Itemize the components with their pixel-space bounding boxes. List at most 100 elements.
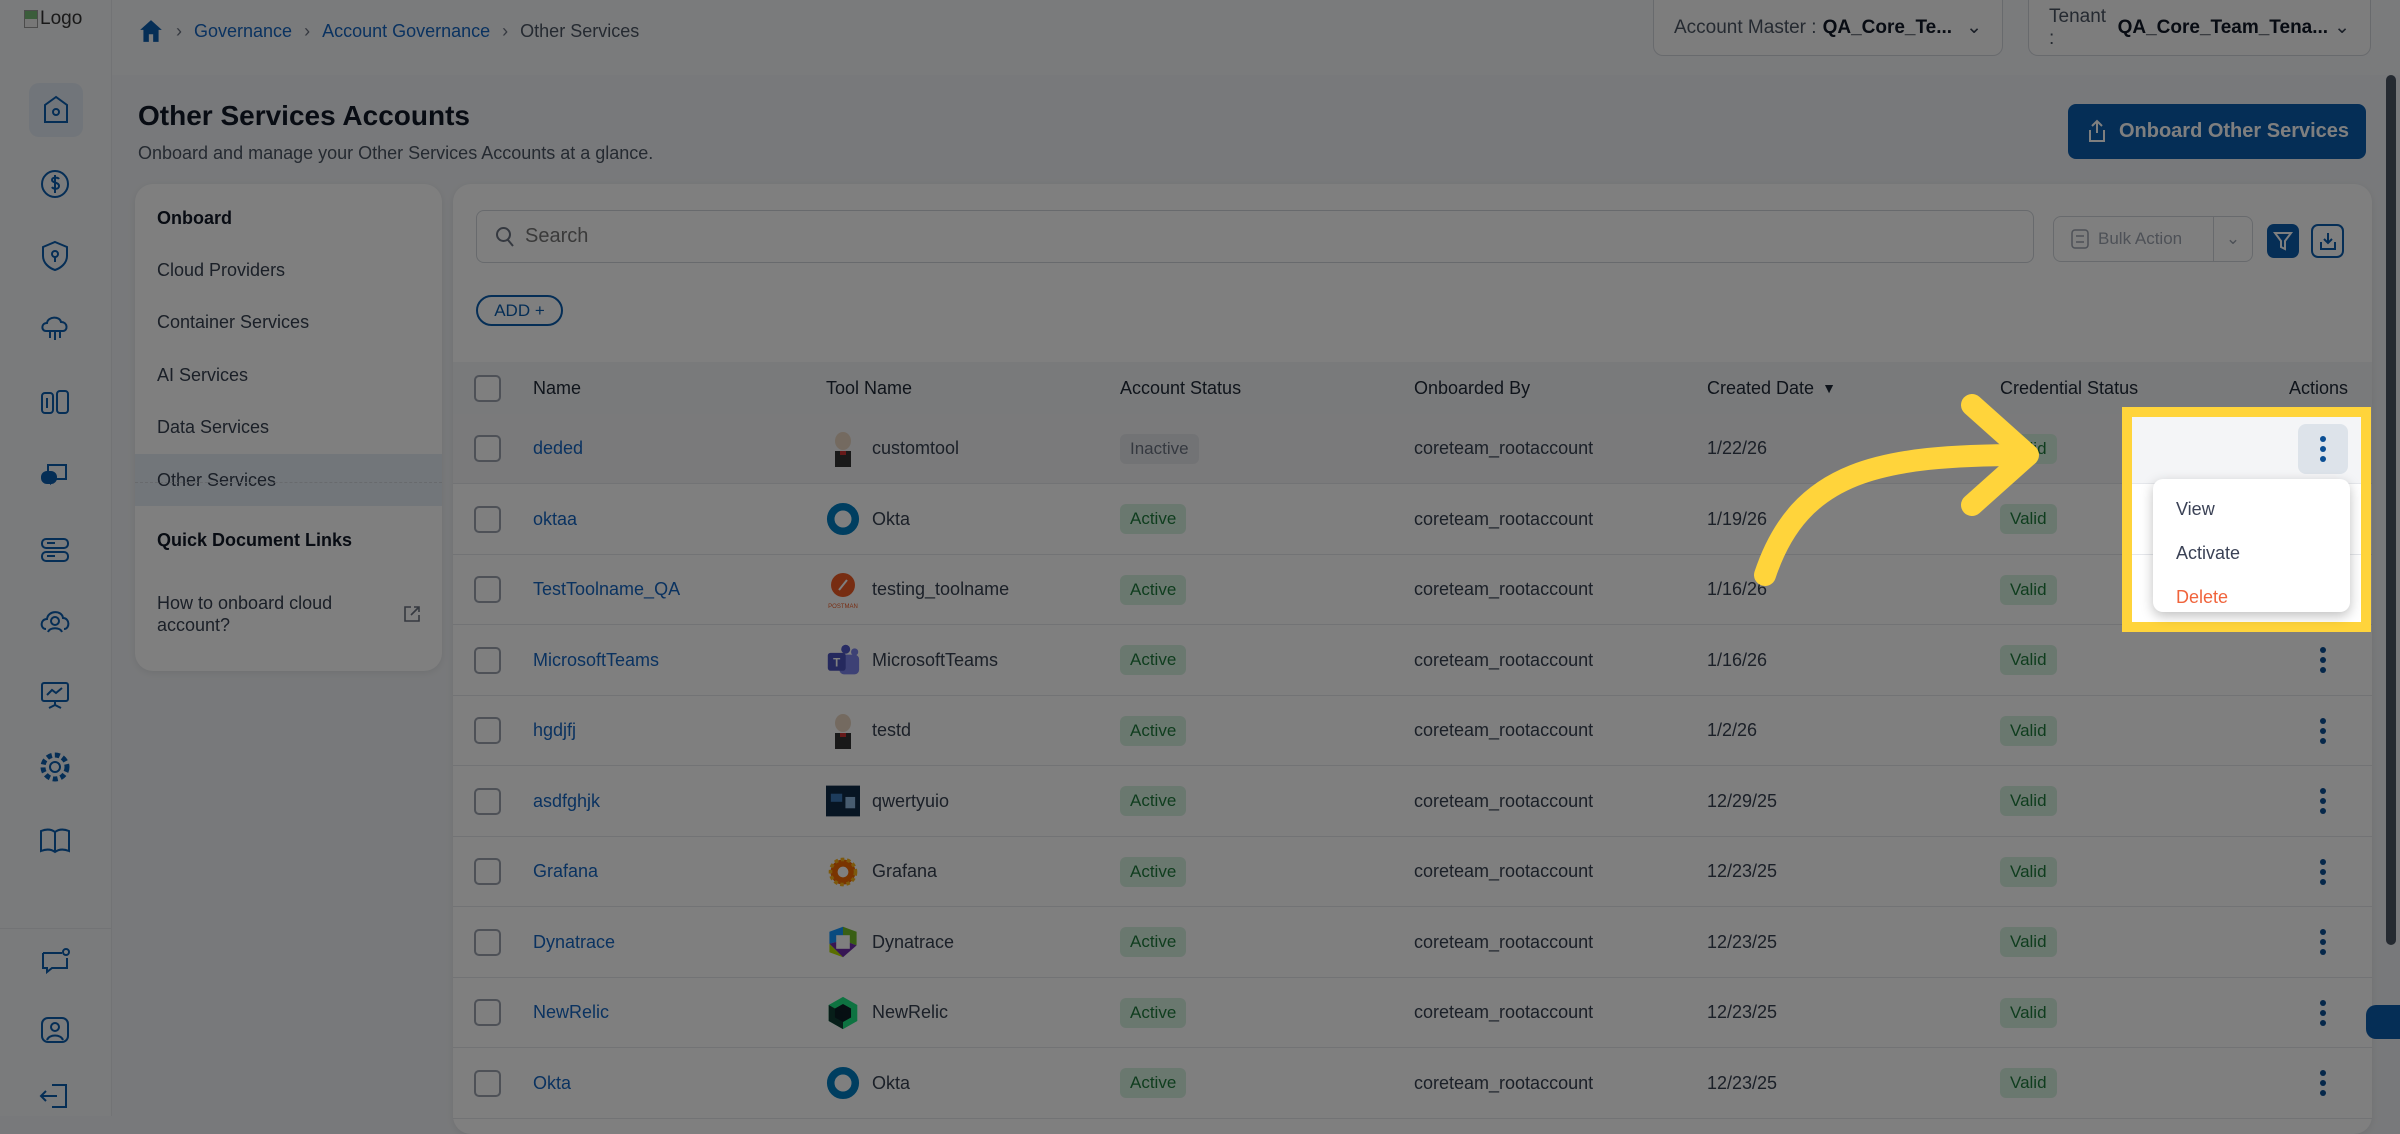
- feedback-icon: [42, 948, 70, 975]
- menu-item-view[interactable]: View: [2176, 498, 2215, 519]
- sidebar-logout[interactable]: [34, 1075, 76, 1117]
- row-checkbox[interactable]: [474, 505, 501, 533]
- row-checkbox[interactable]: [474, 928, 501, 956]
- sidebar-gear[interactable]: [34, 746, 76, 788]
- row-checkbox[interactable]: [474, 717, 501, 744]
- panel-item-container-services[interactable]: Container Services: [157, 312, 310, 332]
- table-row: TestToolname_QA POSTMAN testing_toolname …: [453, 555, 2372, 625]
- col-name[interactable]: Name: [533, 377, 582, 398]
- account-name-link[interactable]: hgdjfj: [533, 720, 577, 740]
- table-row: Okta Okta Active coreteam_rootaccount 12…: [453, 1048, 2372, 1119]
- sidebar-profile[interactable]: [34, 1009, 76, 1051]
- sidebar-cloud-user[interactable]: [34, 600, 76, 642]
- row-checkbox[interactable]: [474, 787, 501, 815]
- col-created-date[interactable]: Created Date ▼: [1707, 377, 1836, 398]
- col-account-status[interactable]: Account Status: [1120, 377, 1242, 398]
- row-checkbox[interactable]: [474, 435, 501, 462]
- sidebar-book[interactable]: [34, 819, 76, 861]
- search-input[interactable]: [525, 225, 1925, 248]
- filter-button[interactable]: [2267, 224, 2299, 258]
- account-status-badge: Active: [1120, 927, 1187, 957]
- row-checkbox[interactable]: [474, 1069, 501, 1097]
- postman-logo-icon: POSTMAN: [826, 570, 860, 610]
- sidebar-home[interactable]: [29, 83, 83, 137]
- table-row: MicrosoftTeams T MicrosoftTeams Active co…: [453, 625, 2372, 696]
- account-name-link[interactable]: deded: [533, 438, 584, 458]
- row-actions-button[interactable]: [2298, 776, 2348, 826]
- onboarded-by: coreteam_rootaccount: [1414, 861, 1594, 881]
- row-checkbox[interactable]: [474, 858, 501, 885]
- tool-cell: Okta: [826, 1049, 910, 1118]
- okta-logo-icon: [826, 1063, 860, 1103]
- sidebar-presentation[interactable]: [34, 674, 76, 716]
- home-icon[interactable]: [138, 18, 164, 44]
- created-date: 12/29/25: [1707, 790, 1778, 811]
- row-checkbox[interactable]: [474, 576, 501, 603]
- onboard-other-services-button[interactable]: Onboard Other Services: [2068, 104, 2366, 159]
- panel-item-data-services[interactable]: Data Services: [157, 417, 270, 437]
- row-actions-button[interactable]: [2298, 423, 2348, 474]
- svg-text:T: T: [833, 656, 840, 669]
- sidebar-feedback[interactable]: [34, 940, 76, 982]
- add-button[interactable]: ADD +: [476, 295, 563, 326]
- row-actions-button[interactable]: [2298, 635, 2348, 685]
- grafana-logo-icon: [826, 852, 860, 892]
- sidebar-shield[interactable]: [34, 235, 76, 277]
- doc-link[interactable]: How to onboard cloud account?: [135, 584, 442, 644]
- download-button[interactable]: [2311, 224, 2344, 258]
- col-actions: Actions: [2288, 377, 2348, 398]
- panel-item-other-services[interactable]: Other Services: [135, 454, 442, 506]
- col-tool-name[interactable]: Tool Name: [826, 377, 913, 398]
- account-name-link[interactable]: asdfghjk: [533, 790, 601, 811]
- onboarded-by: coreteam_rootaccount: [1414, 508, 1594, 529]
- created-date: 1/2/26: [1707, 720, 1758, 740]
- scrollbar[interactable]: [2386, 75, 2396, 945]
- col-credential-status[interactable]: Credential Status: [2000, 377, 2139, 398]
- chevron-right-icon: ›: [502, 20, 509, 41]
- panel-item-cloud-providers[interactable]: Cloud Providers: [157, 259, 286, 280]
- row-actions-button[interactable]: [2298, 917, 2348, 967]
- more-vertical-icon: [2320, 858, 2326, 865]
- sidebar-bracket[interactable]: [34, 382, 76, 424]
- row-checkbox[interactable]: [474, 999, 501, 1026]
- credential-status-badge: Valid: [2000, 715, 2057, 746]
- panel-item-ai-services[interactable]: AI Services: [157, 364, 249, 385]
- account-master-dropdown[interactable]: Account Master : QA_Core_Te... ⌄: [1653, 0, 2003, 56]
- chevron-down-icon[interactable]: ⌄: [2225, 229, 2241, 248]
- ai-chat-icon: [41, 464, 67, 486]
- account-name-link[interactable]: Grafana: [533, 861, 599, 881]
- col-onboarded-by[interactable]: Onboarded By: [1414, 377, 1531, 398]
- sidebar-dollar[interactable]: [34, 163, 76, 205]
- breadcrumb-account-governance[interactable]: Account Governance: [322, 20, 491, 41]
- account-name-link[interactable]: oktaa: [533, 508, 578, 529]
- table-row: oktaa Okta Active coreteam_rootaccount 1…: [453, 484, 2372, 555]
- account-name-link[interactable]: Dynatrace: [533, 931, 616, 952]
- row-checkbox[interactable]: [474, 646, 501, 674]
- sidebar-cloud-network[interactable]: [34, 307, 76, 349]
- page-title: Other Services Accounts: [138, 100, 470, 131]
- row-actions-button[interactable]: [2298, 847, 2348, 897]
- select-all-checkbox[interactable]: [474, 374, 501, 402]
- row-actions-button[interactable]: [2298, 1058, 2348, 1108]
- row-actions-button[interactable]: [2298, 988, 2348, 1038]
- jenkins-logo-icon: [826, 429, 860, 469]
- created-date: 12/23/25: [1707, 861, 1778, 881]
- chat-widget-button[interactable]: [2366, 1005, 2400, 1039]
- onboard-panel: Onboard Cloud Providers Container Service…: [135, 184, 442, 671]
- breadcrumb-governance[interactable]: Governance: [194, 20, 293, 41]
- account-name-link[interactable]: MicrosoftTeams: [533, 649, 660, 670]
- account-status-badge: Active: [1120, 786, 1187, 816]
- shield-icon: [42, 240, 68, 272]
- menu-item-delete[interactable]: Delete: [2176, 586, 2229, 607]
- account-name-link[interactable]: NewRelic: [533, 1002, 610, 1022]
- onboarded-by: coreteam_rootaccount: [1414, 438, 1594, 458]
- account-name-link[interactable]: TestToolname_QA: [533, 579, 681, 599]
- menu-item-activate[interactable]: Activate: [2176, 542, 2241, 563]
- tenant-dropdown[interactable]: Tenant : QA_Core_Team_Tena... ⌄: [2028, 0, 2371, 56]
- bulk-action-dropdown[interactable]: Bulk Action ⌄: [2053, 216, 2253, 262]
- sidebar-ai-chat[interactable]: [34, 455, 76, 497]
- account-name-link[interactable]: Okta: [533, 1072, 572, 1093]
- sidebar-server[interactable]: [34, 529, 76, 571]
- search-box[interactable]: [476, 210, 2034, 263]
- row-actions-button[interactable]: [2298, 706, 2348, 756]
